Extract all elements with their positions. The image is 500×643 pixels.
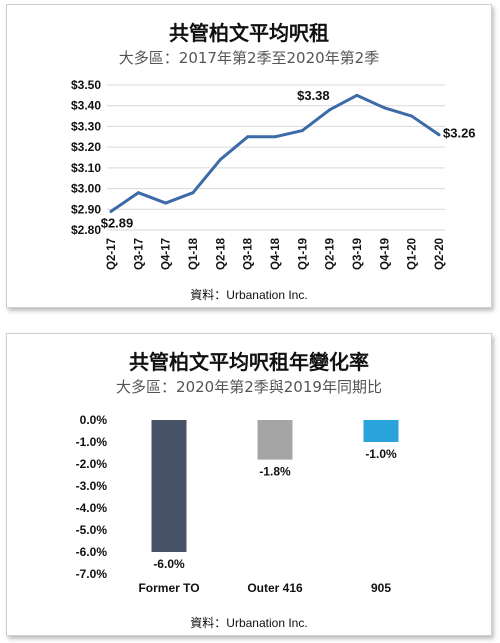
data-point (437, 133, 441, 137)
data-point (164, 201, 168, 205)
y-tick-label: -2.0% (76, 457, 108, 471)
y-tick-label: -6.0% (76, 545, 108, 559)
x-tick-label: Q4-17 (161, 238, 173, 270)
y-tick-label: -4.0% (76, 501, 108, 515)
y-tick-label: -3.0% (76, 479, 108, 493)
x-tick-label: Q4-18 (270, 237, 282, 270)
x-tick-label: Q1-20 (407, 238, 419, 270)
y-tick-label: -7.0% (76, 567, 108, 581)
bar-value-label: -1.0% (365, 447, 397, 461)
data-point (328, 108, 332, 112)
y-tick-label: $2.80 (71, 223, 101, 237)
category-label: Former TO (138, 581, 199, 595)
line-chart-svg: $2.80 $2.90 $3.00 $3.10 $3.20 $3.30 $3.40 $3.50… (71, 78, 476, 270)
data-label: $3.26 (443, 126, 476, 141)
y-tick-label: $3.40 (71, 99, 101, 113)
data-point (109, 209, 113, 213)
data-point (191, 191, 195, 195)
y-tick-label: $2.90 (71, 202, 101, 216)
y-tick-label: -1.0% (76, 435, 108, 449)
y-tick-label: $3.10 (71, 161, 101, 175)
y-tick-label: 0.0% (80, 413, 108, 427)
chart1-subtitle: 大多區：2017年第2季至2020年第2季 (118, 49, 380, 67)
chart1-title: 共管柏文平均呎租 (169, 21, 329, 45)
y-tick-label: $3.00 (71, 182, 101, 196)
bar (363, 420, 399, 442)
x-tick-label: Q3-17 (133, 238, 145, 270)
bar-value-label: -6.0% (153, 557, 185, 571)
data-label: $3.38 (297, 88, 330, 103)
bar (257, 420, 293, 460)
x-tick-label: Q2-20 (434, 238, 446, 270)
data-point (410, 114, 414, 118)
y-tick-label: $3.50 (71, 78, 101, 92)
chart2-source: 資料：Urbanation Inc. (190, 616, 308, 630)
chart2-title: 共管柏文平均呎租年變化率 (129, 350, 369, 374)
bar (151, 420, 187, 552)
series-line (109, 93, 441, 213)
x-tick-label: Q3-19 (352, 238, 364, 270)
x-tick-label: Q4-19 (379, 238, 391, 270)
category-label: 905 (371, 581, 391, 595)
x-tick-label: Q1-18 (188, 237, 200, 270)
x-tick-label: Q3-18 (243, 237, 255, 270)
data-point (246, 135, 250, 139)
bar-value-label: -1.8% (259, 465, 291, 479)
y-tick-label: -5.0% (76, 523, 108, 537)
data-label: $2.89 (101, 215, 134, 230)
x-tick-label: Q1-19 (297, 238, 309, 270)
category-label: Outer 416 (247, 581, 303, 595)
rent-line-chart-panel: 共管柏文平均呎租 大多區：2017年第2季至2020年第2季 $2.80 $2.9… (6, 4, 492, 308)
chart2-subtitle: 大多區：2020年第2季與2019年同期比 (116, 378, 382, 396)
y-tick-label: $3.30 (71, 119, 101, 133)
change-bar-chart-panel: 共管柏文平均呎租年變化率 大多區：2020年第2季與2019年同期比 0.0% -… (6, 333, 492, 636)
data-point (355, 93, 359, 97)
x-tick-label: Q2-18 (215, 237, 227, 270)
data-point (300, 129, 304, 133)
x-tick-label: Q2-19 (325, 238, 337, 270)
data-point (273, 135, 277, 139)
data-point (218, 158, 222, 162)
bar-chart-svg: 0.0% -1.0% -2.0% -3.0% -4.0% -5.0% -6.0% -7.0% -… (76, 413, 399, 595)
data-point (136, 191, 140, 195)
x-tick-label: Q2-17 (106, 238, 118, 270)
data-point (382, 106, 386, 110)
chart1-source: 資料：Urbanation Inc. (190, 288, 308, 302)
y-tick-label: $3.20 (71, 140, 101, 154)
